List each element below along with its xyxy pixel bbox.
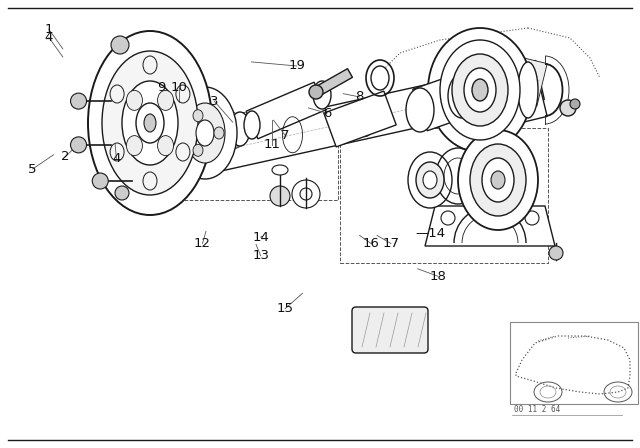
Text: 14: 14 (252, 231, 269, 244)
Polygon shape (205, 60, 544, 172)
Text: 6: 6 (323, 107, 331, 120)
Ellipse shape (292, 180, 320, 208)
Text: 10: 10 (171, 81, 188, 94)
Ellipse shape (549, 246, 563, 260)
Ellipse shape (244, 111, 260, 139)
Text: 4: 4 (112, 152, 120, 165)
Ellipse shape (428, 28, 532, 152)
Polygon shape (475, 73, 547, 131)
Ellipse shape (92, 173, 108, 189)
Ellipse shape (406, 88, 434, 132)
Polygon shape (246, 82, 326, 139)
Ellipse shape (102, 51, 198, 195)
Ellipse shape (518, 62, 538, 118)
Ellipse shape (196, 120, 214, 146)
Ellipse shape (193, 144, 203, 156)
Polygon shape (141, 116, 241, 185)
Polygon shape (324, 91, 396, 147)
Ellipse shape (157, 136, 173, 155)
Ellipse shape (70, 93, 86, 109)
Ellipse shape (472, 79, 488, 101)
Ellipse shape (193, 110, 203, 122)
Ellipse shape (173, 87, 237, 179)
Ellipse shape (570, 99, 580, 109)
Text: 18: 18 (429, 270, 446, 283)
Text: 15: 15 (276, 302, 294, 315)
Polygon shape (413, 75, 467, 131)
Ellipse shape (458, 130, 538, 230)
Ellipse shape (313, 81, 331, 109)
Text: 3: 3 (210, 95, 218, 108)
Ellipse shape (115, 186, 129, 200)
Ellipse shape (560, 100, 576, 116)
Ellipse shape (157, 90, 173, 110)
Ellipse shape (464, 68, 496, 112)
Ellipse shape (309, 85, 323, 99)
Ellipse shape (440, 40, 520, 140)
Text: 12: 12 (194, 237, 211, 250)
Text: 2: 2 (61, 150, 69, 164)
Ellipse shape (70, 137, 86, 153)
FancyBboxPatch shape (352, 307, 428, 353)
Ellipse shape (127, 90, 143, 110)
Text: 17: 17 (383, 237, 399, 250)
Polygon shape (317, 69, 353, 95)
Ellipse shape (144, 114, 156, 132)
Text: 5: 5 (28, 163, 37, 176)
Ellipse shape (230, 112, 250, 146)
Text: 00 11 2 64: 00 11 2 64 (514, 405, 560, 414)
Text: 1: 1 (45, 23, 53, 36)
Text: 11: 11 (264, 138, 281, 151)
Ellipse shape (122, 81, 178, 165)
Ellipse shape (270, 186, 290, 206)
Ellipse shape (111, 36, 129, 54)
Ellipse shape (491, 171, 505, 189)
Ellipse shape (482, 158, 514, 202)
Ellipse shape (371, 66, 389, 90)
Ellipse shape (470, 144, 526, 216)
Text: —14: —14 (415, 227, 445, 240)
Text: 4: 4 (45, 31, 53, 44)
Text: 7: 7 (281, 129, 289, 142)
Ellipse shape (448, 74, 476, 118)
Ellipse shape (452, 54, 508, 126)
Text: 19: 19 (288, 60, 305, 73)
Text: 8: 8 (355, 90, 364, 103)
Ellipse shape (127, 136, 143, 155)
Polygon shape (425, 206, 555, 246)
Ellipse shape (88, 31, 212, 215)
Ellipse shape (408, 152, 452, 208)
Ellipse shape (214, 127, 224, 139)
Text: 16: 16 (363, 237, 380, 250)
Ellipse shape (441, 211, 455, 225)
Polygon shape (475, 49, 547, 106)
Ellipse shape (272, 165, 288, 175)
Bar (510, 322, 638, 404)
Ellipse shape (185, 103, 225, 163)
Ellipse shape (416, 162, 444, 198)
Text: 13: 13 (252, 249, 269, 262)
Text: 9: 9 (157, 81, 166, 94)
Ellipse shape (423, 171, 437, 189)
Ellipse shape (136, 103, 164, 143)
Ellipse shape (525, 211, 539, 225)
